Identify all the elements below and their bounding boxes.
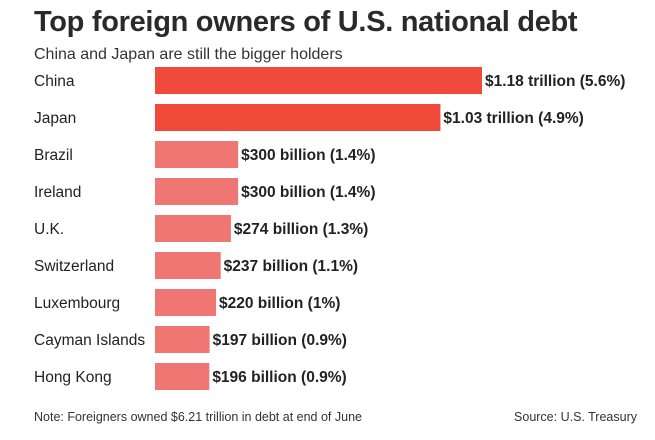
footnote: Note: Foreigners owned $6.21 trillion in…: [34, 410, 362, 424]
category-label: Brazil: [34, 147, 73, 164]
chart-subtitle: China and Japan are still the bigger hol…: [34, 46, 343, 63]
data-label: $1.18 trillion (5.6%): [485, 73, 625, 90]
bar: [155, 363, 210, 390]
bar: [155, 215, 231, 242]
bar: [155, 141, 239, 168]
data-label: $274 billion (1.3%): [234, 221, 368, 238]
data-label: $220 billion (1%): [219, 295, 340, 312]
category-label: Switzerland: [34, 258, 114, 275]
category-label: China: [34, 73, 75, 90]
bar: [155, 178, 239, 205]
bar: [155, 104, 441, 131]
data-label: $197 billion (0.9%): [213, 332, 347, 349]
bar: [155, 67, 482, 94]
category-label: Ireland: [34, 184, 81, 201]
category-label: Luxembourg: [34, 295, 120, 312]
bar: [155, 326, 210, 353]
data-label: $196 billion (0.9%): [212, 369, 346, 386]
category-label: Hong Kong: [34, 369, 112, 386]
data-label: $300 billion (1.4%): [241, 147, 375, 164]
bar: [155, 252, 221, 279]
source-credit: Source: U.S. Treasury: [514, 410, 637, 424]
data-label: $300 billion (1.4%): [241, 184, 375, 201]
category-label: Japan: [34, 110, 76, 127]
bar: [155, 289, 216, 316]
category-label: Cayman Islands: [34, 332, 145, 349]
category-label: U.K.: [34, 221, 64, 238]
data-label: $237 billion (1.1%): [224, 258, 358, 275]
chart-title: Top foreign owners of U.S. national debt: [34, 6, 578, 38]
data-label: $1.03 trillion (4.9%): [443, 110, 583, 127]
